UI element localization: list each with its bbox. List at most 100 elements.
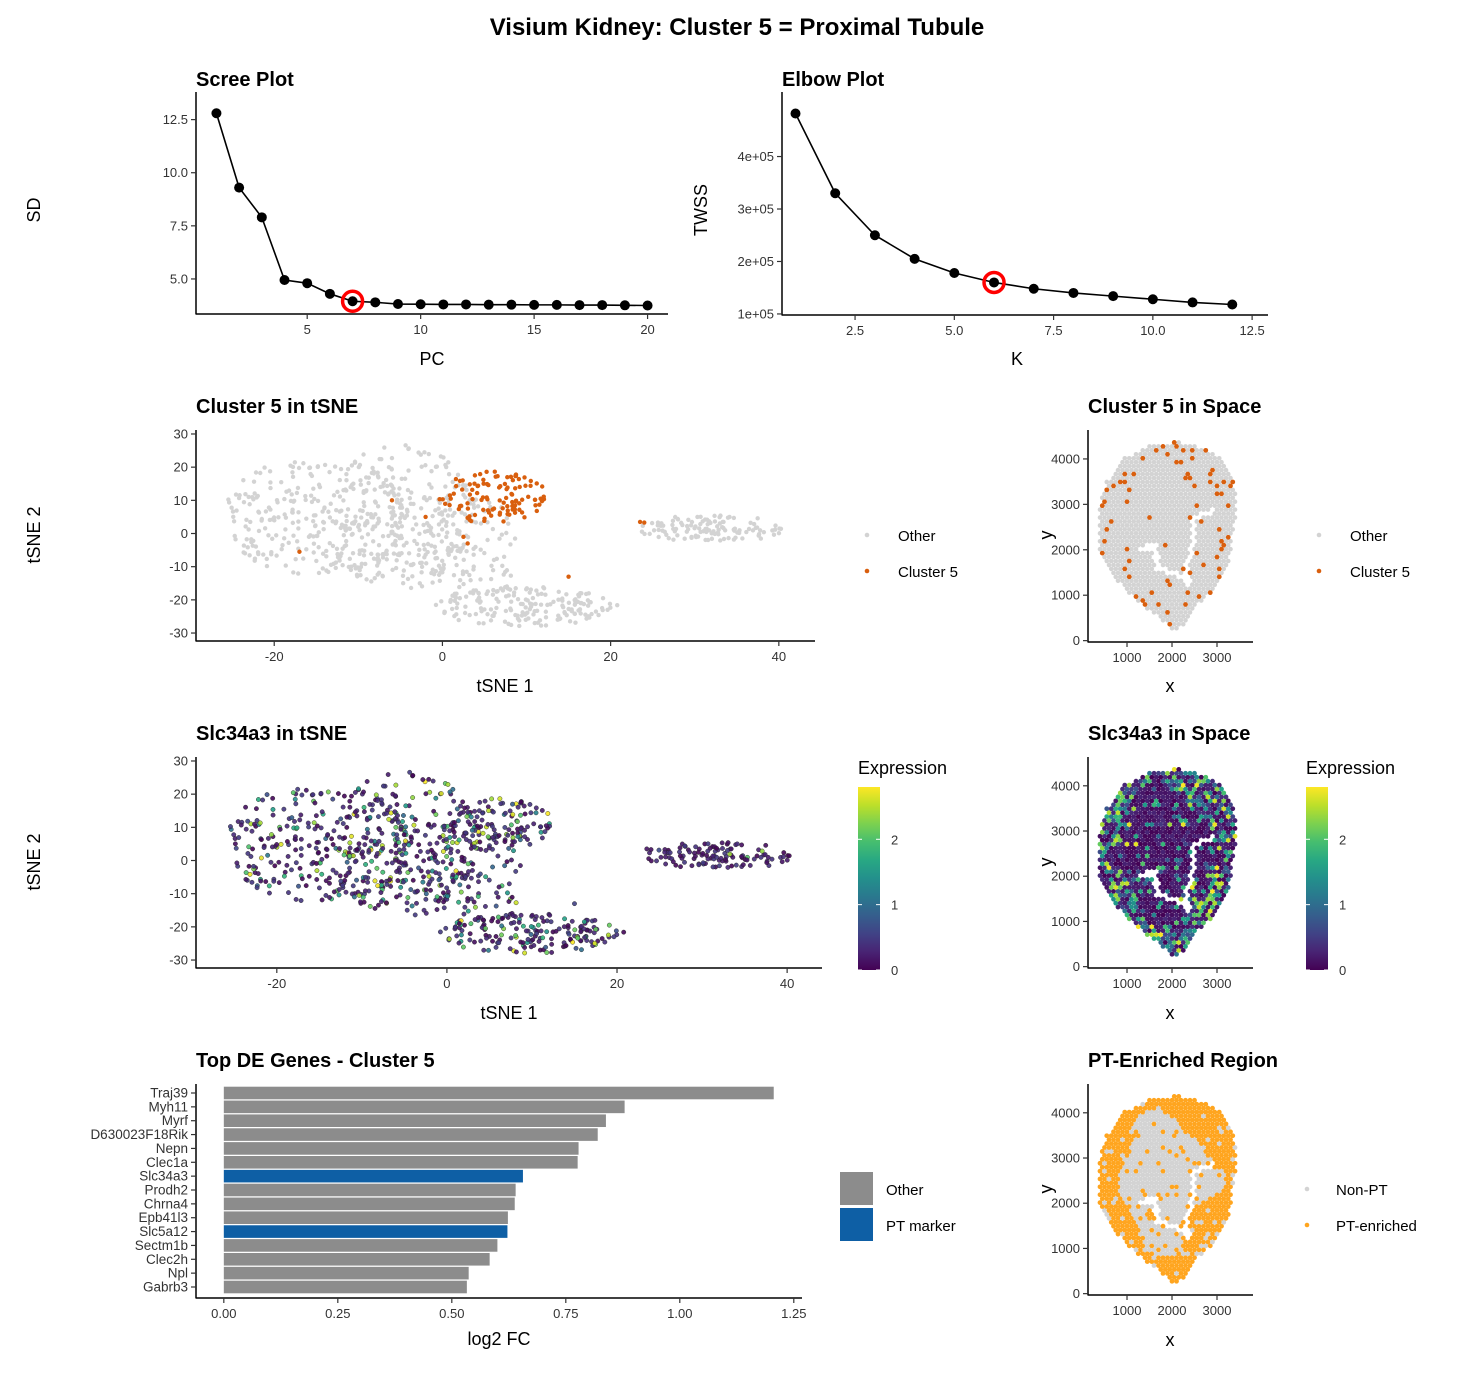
tsne-point-other <box>354 572 360 578</box>
spot-expression <box>1180 884 1186 890</box>
tsne-point-other <box>341 498 346 503</box>
tsne-point-cluster5 <box>459 487 465 492</box>
spot-pt-enriched <box>1104 1204 1110 1209</box>
tsne-point-expression <box>434 894 440 900</box>
tsne-point-expression <box>739 842 745 848</box>
spot-other <box>1138 538 1143 544</box>
tsne-point-expression <box>351 894 357 900</box>
spot-cluster5 <box>1185 471 1191 477</box>
spot-non-pt <box>1140 1219 1146 1225</box>
spot-pt-enriched <box>1189 1235 1195 1241</box>
spot-other <box>1178 531 1184 536</box>
spot-other <box>1230 487 1236 493</box>
spot-other <box>1149 455 1155 461</box>
spot-other <box>1140 463 1146 469</box>
spot-other <box>1115 467 1121 473</box>
tsne-point-other <box>680 522 685 528</box>
spot-expression <box>1196 825 1202 831</box>
tsne-point-other <box>316 482 322 487</box>
spot-other <box>1138 467 1143 473</box>
spot-non-pt <box>1142 1168 1148 1174</box>
spot-other <box>1140 590 1146 595</box>
tsne-point-other <box>296 526 301 531</box>
tsne-point-expression <box>264 792 270 797</box>
spot-pt-enriched <box>1207 1243 1213 1249</box>
spot-other <box>1097 523 1103 528</box>
spot-other <box>1210 531 1215 536</box>
spot-non-pt <box>1178 1192 1184 1198</box>
spot-other <box>1104 503 1110 508</box>
spot-expression <box>1212 798 1218 804</box>
tsne-point-expression <box>404 907 410 913</box>
spot-other <box>1158 455 1164 461</box>
spot-pt-enriched <box>1171 1259 1177 1264</box>
spot-expression <box>1124 810 1130 816</box>
spot-pt-enriched <box>1162 1267 1168 1272</box>
spot-expression <box>1169 794 1175 800</box>
spot-non-pt <box>1117 1188 1123 1194</box>
spot-expression <box>1149 814 1155 819</box>
tsne-point-expression <box>243 826 249 832</box>
spot-expression <box>1187 936 1193 941</box>
spot-expression <box>1135 869 1141 875</box>
tsne-point-cluster5 <box>528 483 533 488</box>
spot-other <box>1117 511 1123 516</box>
tsne-point-expression <box>393 850 399 856</box>
tsne-point-expression <box>411 822 417 828</box>
spot-other <box>1176 550 1182 556</box>
tsne-point-other <box>320 551 326 556</box>
spot-non-pt <box>1201 1176 1206 1182</box>
tsne-point-expression <box>723 857 728 863</box>
tsne-point-expression <box>400 819 405 824</box>
spot-other <box>1203 566 1209 572</box>
spot-other <box>1196 499 1202 505</box>
spot-expression <box>1210 841 1215 847</box>
spot-pt-enriched <box>1104 1196 1110 1202</box>
tsne-point-other <box>424 521 430 526</box>
spot-cluster5 <box>1203 447 1209 453</box>
tsne-point-cluster5 <box>461 534 466 540</box>
spot-other <box>1201 586 1206 591</box>
tsne-point-expression <box>281 873 287 879</box>
spot-non-pt <box>1131 1204 1137 1209</box>
tsne-point-expression <box>394 869 399 874</box>
spot-other <box>1171 471 1177 477</box>
tsne-point-other <box>345 507 351 512</box>
tsne-point-other <box>490 592 496 597</box>
spot-other <box>1174 554 1179 560</box>
spot-pt-enriched <box>1151 1215 1157 1221</box>
tsne-point-other <box>686 517 691 523</box>
tsne-point-other <box>406 468 411 473</box>
tsne-point-other <box>291 570 296 575</box>
tsne-point-cluster5 <box>523 483 528 488</box>
spot-pt-enriched <box>1138 1215 1143 1221</box>
spot-other <box>1135 558 1141 564</box>
spot-non-pt <box>1203 1180 1209 1186</box>
legend-cluster5-label: Cluster 5 <box>898 564 958 581</box>
tsne-point-expression <box>548 919 554 925</box>
tsne-point-expression <box>565 923 571 928</box>
spot-other <box>1151 499 1157 505</box>
spot-other <box>1115 570 1121 576</box>
tsne-point-other <box>452 594 457 599</box>
spot-expression <box>1162 924 1168 930</box>
spot-expression <box>1115 857 1121 863</box>
tsne-point-expression <box>387 877 393 883</box>
spot-expression <box>1176 822 1182 827</box>
y-tick-label: 5.0 <box>170 271 188 286</box>
spot-other <box>1162 606 1168 611</box>
tsne-point-other <box>471 588 476 593</box>
tsne-point-expression <box>462 805 468 811</box>
spot-other <box>1201 507 1206 512</box>
tsne-point-other <box>264 563 270 569</box>
spot-non-pt <box>1180 1196 1186 1202</box>
tsne-point-expression <box>232 841 238 847</box>
tsne-point-expression <box>335 791 341 796</box>
spot-expression <box>1106 881 1112 886</box>
tsne-point-expression <box>781 850 787 855</box>
tsne-point-other <box>256 510 262 515</box>
spot-expression <box>1147 841 1152 847</box>
tsne-point-other <box>341 533 347 538</box>
spot-other <box>1108 534 1114 540</box>
